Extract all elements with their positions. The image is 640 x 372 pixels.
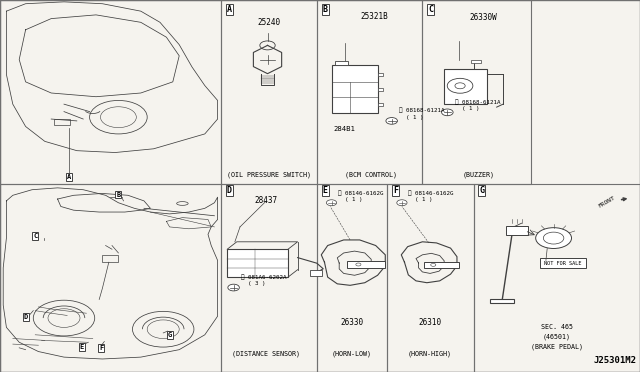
Text: NOT FOR SALE: NOT FOR SALE: [544, 260, 581, 266]
Bar: [310, 270, 322, 276]
Bar: [444, 69, 487, 104]
Bar: [335, 61, 348, 65]
Circle shape: [386, 118, 397, 124]
Bar: [102, 255, 118, 262]
Text: B: B: [323, 5, 328, 14]
Text: G: G: [479, 186, 484, 195]
Text: 25240: 25240: [257, 18, 280, 27]
Circle shape: [536, 228, 572, 248]
Bar: [424, 262, 459, 268]
Bar: [347, 261, 385, 268]
Bar: [332, 65, 378, 113]
Text: 26330W: 26330W: [469, 13, 497, 22]
Text: E: E: [80, 344, 84, 350]
Text: D: D: [24, 314, 28, 320]
Text: C: C: [33, 233, 37, 239]
Text: D: D: [227, 186, 232, 195]
Text: G: G: [168, 332, 172, 338]
Text: (BUZZER): (BUZZER): [463, 171, 495, 178]
Text: 26330: 26330: [340, 318, 364, 327]
Bar: [474, 184, 640, 372]
Text: C: C: [428, 5, 433, 14]
Text: A: A: [227, 5, 232, 14]
Bar: [221, 0, 317, 184]
Text: A: A: [67, 174, 71, 180]
Bar: [227, 249, 288, 277]
Bar: [0, 0, 221, 184]
Circle shape: [442, 109, 453, 116]
Text: B: B: [116, 192, 120, 198]
Bar: [540, 258, 586, 268]
Bar: [221, 184, 317, 372]
Bar: [422, 0, 531, 184]
Circle shape: [326, 200, 337, 206]
Text: F: F: [393, 186, 398, 195]
Circle shape: [228, 284, 239, 291]
Text: (HORN-HIGH): (HORN-HIGH): [408, 351, 452, 357]
Text: Ⓢ 08168-6121A
  ( 1 ): Ⓢ 08168-6121A ( 1 ): [399, 108, 445, 120]
Text: FRONT: FRONT: [597, 196, 626, 209]
Text: Ⓢ 08146-6162G
  ( 1 ): Ⓢ 08146-6162G ( 1 ): [338, 190, 383, 202]
Bar: [490, 299, 514, 303]
Text: Ⓢ 081A6-6202A
  ( 3 ): Ⓢ 081A6-6202A ( 3 ): [241, 275, 287, 286]
Bar: [54, 119, 70, 125]
Bar: [506, 226, 528, 235]
Text: (BCM CONTROL): (BCM CONTROL): [345, 171, 397, 178]
Text: 26310: 26310: [419, 318, 442, 327]
Text: (OIL PRESSURE SWITCH): (OIL PRESSURE SWITCH): [227, 171, 311, 178]
Bar: [317, 184, 387, 372]
Text: 284B1: 284B1: [333, 126, 355, 132]
Text: SEC. 465: SEC. 465: [541, 324, 573, 330]
Text: F: F: [99, 345, 103, 351]
Bar: [317, 0, 422, 184]
Bar: [471, 60, 481, 63]
Bar: [387, 184, 474, 372]
Text: 25321B: 25321B: [360, 12, 388, 21]
Text: (HORN-LOW): (HORN-LOW): [332, 351, 372, 357]
Bar: [378, 73, 383, 76]
Text: (DISTANCE SENSOR): (DISTANCE SENSOR): [232, 351, 300, 357]
Text: (BRAKE PEDAL): (BRAKE PEDAL): [531, 343, 583, 350]
Circle shape: [397, 200, 407, 206]
Text: Ⓢ 08146-6162G
  ( 1 ): Ⓢ 08146-6162G ( 1 ): [408, 190, 454, 202]
Text: Ⓢ 08168-6121A
  ( 1 ): Ⓢ 08168-6121A ( 1 ): [455, 99, 500, 111]
Bar: [378, 88, 383, 91]
Bar: [0, 184, 221, 372]
Bar: [378, 103, 383, 106]
Text: J25301M2: J25301M2: [594, 356, 637, 365]
Text: 28437: 28437: [254, 196, 277, 205]
Text: E: E: [323, 186, 328, 195]
Text: (46501): (46501): [543, 334, 571, 340]
